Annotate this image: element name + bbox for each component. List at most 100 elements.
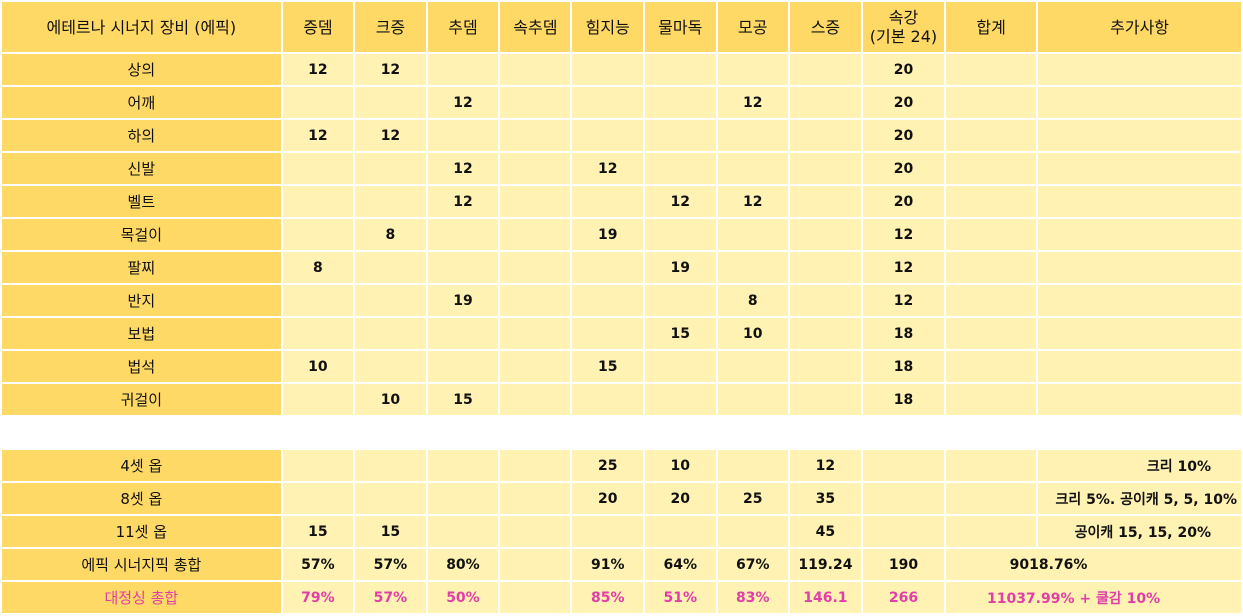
- cell: [355, 450, 426, 481]
- cell: [500, 186, 571, 217]
- cell: 12: [427, 186, 499, 217]
- cell: 35: [790, 483, 861, 514]
- cell-total: [946, 384, 1037, 415]
- cell-element: 266: [862, 582, 945, 613]
- cell: 83%: [717, 582, 789, 613]
- cell-total: 11037.99% + 쿨감 10%: [946, 582, 1241, 613]
- cell: 15: [572, 351, 643, 382]
- cell: 10: [645, 450, 716, 481]
- cell: [355, 483, 426, 514]
- cell: [572, 54, 643, 85]
- cell-total: [946, 285, 1037, 316]
- cell: [282, 318, 354, 349]
- cell-total: [946, 54, 1037, 85]
- cell: [572, 252, 643, 283]
- cell: [500, 582, 571, 613]
- cell: [790, 384, 861, 415]
- cell: 85%: [572, 582, 643, 613]
- cell: [790, 285, 861, 316]
- cell: [717, 219, 789, 250]
- cell: 25: [572, 450, 643, 481]
- cell-total: [946, 450, 1037, 481]
- cell: [790, 153, 861, 184]
- cell: [790, 351, 861, 382]
- table-row: 귀걸이 10 15 18: [2, 384, 1241, 415]
- cell: 64%: [645, 549, 716, 580]
- cell: 10: [355, 384, 426, 415]
- cell: [500, 252, 571, 283]
- cell: 12: [427, 87, 499, 118]
- cell-element: 18: [862, 384, 945, 415]
- cell: 8: [282, 252, 354, 283]
- set-row: 8셋 옵 20 20 25 35 크리 5%. 공이캐 5, 5, 10%: [2, 483, 1241, 514]
- table-row: 팔찌 8 19 12: [2, 252, 1241, 283]
- cell-element: 18: [862, 318, 945, 349]
- cell-total: [946, 351, 1037, 382]
- cell: 79%: [282, 582, 354, 613]
- cell-total: [946, 483, 1037, 514]
- row-label: 상의: [2, 54, 281, 85]
- row-label: 신발: [2, 153, 281, 184]
- cell: [282, 450, 354, 481]
- element-line2: (기본 24): [869, 27, 938, 46]
- cell: [790, 219, 861, 250]
- cell: 20: [572, 483, 643, 514]
- cell: 57%: [355, 582, 426, 613]
- cell: 15: [427, 384, 499, 415]
- table-row: 어깨 12 12 20: [2, 87, 1241, 118]
- row-label: 에픽 시너지픽 총합: [2, 549, 281, 580]
- cell: [717, 384, 789, 415]
- cell-element: [862, 516, 945, 547]
- cell-element: 20: [862, 54, 945, 85]
- cell: 57%: [282, 549, 354, 580]
- row-label: 하의: [2, 120, 281, 151]
- row-label: 보법: [2, 318, 281, 349]
- cell: [645, 153, 716, 184]
- cell: 12: [355, 120, 426, 151]
- cell-extra: 공이캐 15, 15, 20%: [1038, 516, 1241, 547]
- cell-element: 12: [862, 252, 945, 283]
- cell: [645, 54, 716, 85]
- cell-total: [946, 252, 1037, 283]
- cell: 12: [717, 186, 789, 217]
- cell: [500, 351, 571, 382]
- row-label: 법석: [2, 351, 281, 382]
- cell-total: [946, 120, 1037, 151]
- set-row: 4셋 옵 25 10 12 크리 10%: [2, 450, 1241, 481]
- cell: [717, 516, 789, 547]
- cell: [355, 87, 426, 118]
- col-header-element: 속강 (기본 24): [862, 2, 945, 52]
- cell: [790, 87, 861, 118]
- cell: [790, 318, 861, 349]
- cell: 10: [717, 318, 789, 349]
- cell-extra: [1038, 153, 1241, 184]
- table-row: 반지 19 8 12: [2, 285, 1241, 316]
- cell: [282, 186, 354, 217]
- row-label: 어깨: [2, 87, 281, 118]
- cell: [282, 219, 354, 250]
- cell: [645, 516, 716, 547]
- cell-extra: [1038, 219, 1241, 250]
- row-label: 벨트: [2, 186, 281, 217]
- cell: [645, 219, 716, 250]
- cell-element: 20: [862, 87, 945, 118]
- cell: 19: [427, 285, 499, 316]
- cell-extra: 크리 5%. 공이캐 5, 5, 10%: [1038, 483, 1241, 514]
- cell: [717, 450, 789, 481]
- cell: [500, 516, 571, 547]
- cell: [500, 153, 571, 184]
- cell-extra: [1038, 351, 1241, 382]
- row-label: 4셋 옵: [2, 450, 281, 481]
- table-row: 하의 12 12 20: [2, 120, 1241, 151]
- row-label: 목걸이: [2, 219, 281, 250]
- cell-total: [946, 516, 1037, 547]
- row-label: 8셋 옵: [2, 483, 281, 514]
- cell: [282, 87, 354, 118]
- row-label: 11셋 옵: [2, 516, 281, 547]
- cell: [500, 318, 571, 349]
- cell: [645, 351, 716, 382]
- cell: 80%: [427, 549, 499, 580]
- cell: [500, 120, 571, 151]
- cell: [645, 87, 716, 118]
- cell: 12: [645, 186, 716, 217]
